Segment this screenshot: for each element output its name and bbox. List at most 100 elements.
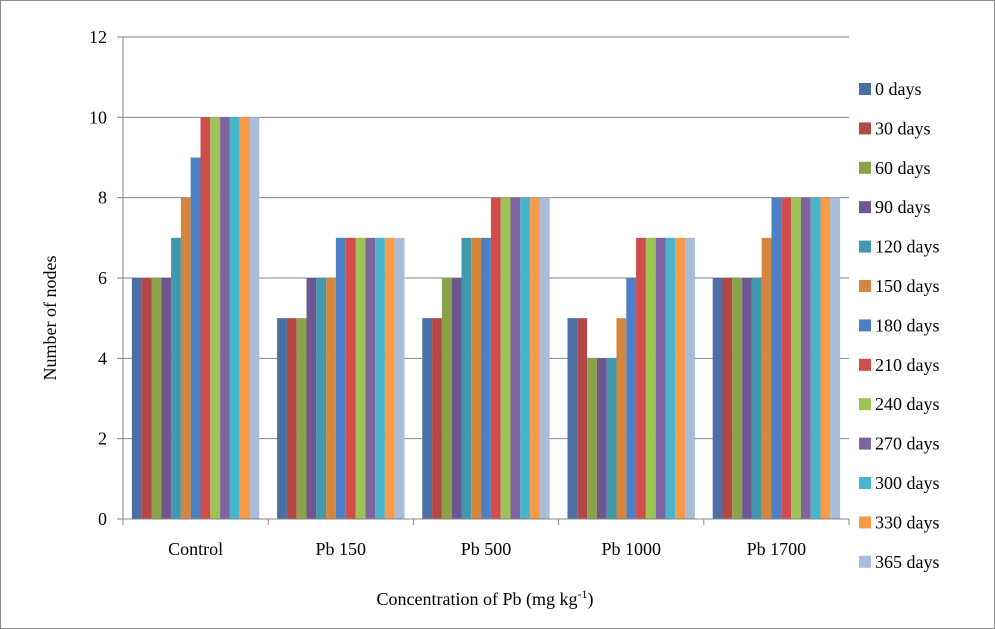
- bar: [616, 318, 627, 519]
- bar: [229, 117, 240, 519]
- bars: [131, 117, 841, 520]
- legend-label: 330 days: [875, 512, 940, 532]
- y-tick-label: 12: [89, 27, 107, 47]
- bar: [665, 237, 676, 520]
- bar: [751, 278, 762, 519]
- y-tick-label: 6: [98, 268, 107, 288]
- bar: [171, 237, 181, 520]
- x-tick-label: Control: [168, 539, 223, 559]
- bar: [375, 237, 385, 520]
- bar: [277, 318, 287, 519]
- x-axis-title-text: Concentration of Pb (mg kg: [377, 589, 578, 610]
- legend-label: 0 days: [875, 79, 922, 99]
- bar: [791, 197, 801, 519]
- legend-swatch: [859, 516, 871, 529]
- bar: [335, 237, 346, 520]
- legend-swatch: [859, 122, 871, 135]
- legend-label: 240 days: [875, 394, 940, 414]
- legend-label: 365 days: [875, 552, 940, 572]
- bar: [200, 117, 211, 519]
- bar: [355, 237, 366, 520]
- bar: [606, 358, 617, 519]
- bar: [141, 278, 152, 519]
- legend-label: 300 days: [875, 473, 940, 493]
- bar: [151, 278, 162, 519]
- legend-label: 90 days: [875, 197, 931, 217]
- bar: [345, 237, 356, 520]
- legend-label: 180 days: [875, 315, 940, 335]
- legend-label: 120 days: [875, 237, 940, 257]
- legend-swatch: [859, 319, 871, 332]
- bar: [490, 197, 501, 519]
- bar: [481, 237, 491, 520]
- x-tick-label: Pb 1700: [747, 539, 807, 559]
- bar: [626, 278, 637, 519]
- bar: [210, 117, 221, 519]
- bar: [384, 237, 395, 520]
- bar: [820, 197, 831, 519]
- y-tick-label: 0: [98, 509, 107, 529]
- y-tick-label: 10: [89, 107, 107, 127]
- bar: [587, 358, 597, 519]
- y-tick-label: 2: [98, 429, 107, 449]
- legend-swatch: [859, 398, 871, 411]
- legend-label: 270 days: [875, 434, 940, 454]
- x-axis-title-close: ): [587, 589, 593, 610]
- bar: [422, 318, 433, 519]
- bar: [675, 237, 686, 520]
- x-axis-title-superscript: -1: [577, 587, 587, 601]
- bar: [326, 278, 336, 519]
- y-tick-labels: 0 2 4 6 8 10 12: [89, 27, 107, 529]
- legend-label: 60 days: [875, 158, 931, 178]
- x-tick-label: Pb 500: [461, 539, 512, 559]
- bar: [306, 278, 317, 519]
- legend-swatch: [859, 161, 871, 174]
- bar: [394, 237, 405, 520]
- bar: [732, 278, 743, 519]
- legend: 0 days 30 days 60 days 90 days 120 days 150 d…: [859, 79, 940, 572]
- bar: [190, 157, 201, 519]
- x-tick-label: Pb 1000: [601, 539, 661, 559]
- legend-label: 150 days: [875, 276, 940, 296]
- y-tick-label: 8: [98, 188, 107, 208]
- bar: [500, 197, 511, 519]
- x-axis-title: Concentration of Pb (mg kg-1): [377, 587, 594, 610]
- y-tick-label: 4: [98, 348, 107, 368]
- bar: [761, 237, 772, 520]
- bar: [286, 318, 297, 519]
- bar: [655, 237, 666, 520]
- legend-swatch: [859, 280, 871, 292]
- legend-swatch: [859, 83, 871, 95]
- bar: [520, 197, 531, 519]
- bar: [596, 358, 607, 519]
- bar: [316, 278, 327, 519]
- legend-swatch: [859, 477, 871, 489]
- bar: [577, 318, 588, 519]
- legend-label: 30 days: [875, 118, 931, 138]
- bar: [636, 237, 646, 520]
- bar: [441, 278, 452, 519]
- bar: [781, 197, 792, 519]
- axes: [117, 36, 850, 525]
- bar: [810, 197, 821, 519]
- bar: [830, 197, 841, 519]
- legend-swatch: [859, 240, 871, 253]
- legend-swatch: [859, 201, 871, 214]
- bar: [451, 278, 462, 519]
- x-tick-labels: Control Pb 150 Pb 500 Pb 1000 Pb 1700: [168, 539, 806, 559]
- bar: [722, 278, 733, 519]
- bar: [461, 237, 472, 520]
- bar: [567, 318, 578, 519]
- bar: [510, 197, 521, 519]
- bar: [365, 237, 376, 520]
- bar: [131, 278, 142, 519]
- x-tick-label: Pb 150: [316, 539, 367, 559]
- bar: [742, 278, 752, 519]
- bar: [771, 197, 782, 519]
- bar: [220, 117, 230, 519]
- y-axis-title: Number of nodes: [40, 256, 60, 381]
- legend-label: 210 days: [875, 355, 940, 375]
- bar: [432, 318, 442, 519]
- bar: [249, 117, 260, 519]
